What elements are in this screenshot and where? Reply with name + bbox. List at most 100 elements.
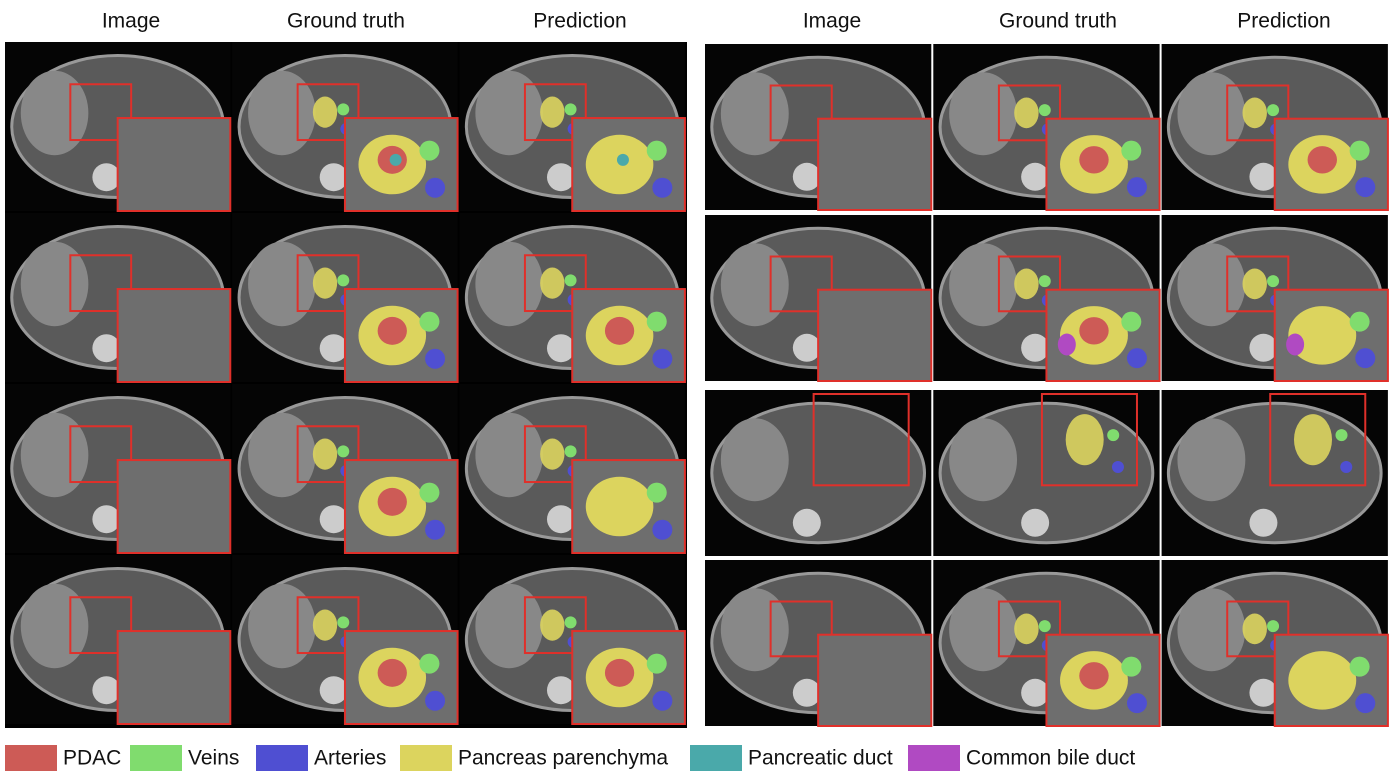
vein-seg	[646, 482, 667, 503]
artery-seg	[1355, 177, 1376, 198]
roi-box	[812, 393, 910, 487]
roi-box	[1269, 393, 1367, 487]
vein-seg	[1349, 656, 1370, 677]
vein-seg	[337, 103, 350, 116]
ct-liver	[720, 243, 789, 327]
vein-seg	[564, 616, 577, 629]
ct-spine	[792, 508, 821, 537]
ct-spine	[1021, 333, 1050, 362]
vein-seg	[1107, 429, 1120, 442]
artery-seg	[425, 690, 446, 711]
artery-seg	[652, 348, 673, 369]
zoom-inset	[817, 288, 933, 383]
vein-seg	[337, 274, 350, 287]
pancreas-seg	[312, 609, 338, 641]
pdac-seg	[1307, 146, 1337, 174]
ct-liver	[949, 72, 1018, 156]
ct-liver	[20, 70, 89, 156]
ct-spine	[546, 676, 575, 705]
pancreas-seg	[1242, 613, 1267, 645]
artery-seg	[652, 177, 673, 198]
vein-seg	[1038, 104, 1051, 117]
ct-liver	[720, 588, 789, 672]
vein-seg	[1038, 620, 1051, 633]
ct-spine	[792, 333, 821, 362]
vein-seg	[1121, 311, 1142, 332]
pancreas-seg	[540, 438, 565, 470]
ct-spine	[546, 334, 575, 363]
ct-liver	[1177, 588, 1246, 672]
ct-liver	[1177, 418, 1246, 502]
roi-box	[1226, 600, 1290, 658]
ct-spine	[1249, 678, 1278, 707]
ct-spine	[1021, 162, 1050, 191]
ct-spine	[546, 163, 575, 192]
pdac-seg	[377, 316, 407, 345]
pdac-seg	[604, 316, 635, 345]
ct-liver	[248, 583, 316, 669]
roi-box	[523, 425, 587, 484]
pancreas-seg	[312, 96, 338, 128]
roi-box	[69, 425, 133, 484]
pancreas-seg	[540, 267, 565, 299]
ct-spine	[1249, 508, 1278, 537]
vein-seg	[1335, 429, 1348, 442]
artery-seg	[1355, 348, 1376, 369]
legend-swatch	[400, 745, 452, 771]
pdac-seg	[1079, 317, 1109, 345]
artery-seg	[1355, 693, 1376, 714]
pancreas-seg	[1242, 268, 1267, 300]
pancreas-seg	[312, 267, 338, 299]
ct-liver	[475, 583, 543, 669]
vein-seg	[1267, 275, 1280, 288]
vein-seg	[337, 616, 350, 629]
ct-liver	[20, 583, 89, 669]
pdac-seg	[377, 658, 407, 687]
column-header: Image	[102, 10, 160, 33]
ct-liver	[1177, 243, 1246, 327]
column-header: Ground truth	[999, 10, 1117, 33]
ct-spine	[319, 676, 348, 705]
ct-liver	[720, 418, 789, 502]
artery-seg	[425, 519, 446, 540]
ct-liver	[475, 70, 543, 156]
ct-liver	[20, 241, 89, 327]
legend-swatch	[690, 745, 742, 771]
roi-box	[769, 84, 833, 142]
roi-box	[69, 254, 133, 313]
pdac-seg	[1079, 146, 1109, 174]
ct-liver	[949, 243, 1018, 327]
roi-box	[1226, 84, 1290, 142]
vein-seg	[1038, 275, 1051, 288]
ct-liver	[20, 412, 89, 498]
vein-seg	[1267, 104, 1280, 117]
roi-box	[769, 600, 833, 658]
ct-spine	[1021, 678, 1050, 707]
ct-liver	[248, 412, 316, 498]
bile-duct-seg	[1057, 333, 1076, 356]
legend-label: Veins	[188, 747, 239, 770]
ct-spine	[92, 334, 121, 363]
vein-seg	[419, 140, 440, 161]
roi-box	[523, 83, 587, 142]
artery-seg	[1126, 348, 1147, 369]
zoom-inset	[116, 459, 232, 554]
vein-seg	[419, 653, 440, 674]
ct-spine	[792, 162, 821, 191]
ct-spine	[1021, 508, 1050, 537]
ct-spine	[92, 163, 121, 192]
pancreas-seg	[1288, 651, 1357, 710]
ct-liver	[475, 241, 543, 327]
legend-label: Common bile duct	[966, 747, 1135, 770]
pdac-seg	[377, 487, 407, 516]
legend-swatch	[5, 745, 57, 771]
pancreas-seg	[540, 609, 565, 641]
ct-spine	[319, 163, 348, 192]
ct-spine	[92, 505, 121, 534]
roi-box	[69, 83, 133, 142]
roi-box	[769, 255, 833, 313]
legend-swatch	[130, 745, 182, 771]
vein-seg	[564, 274, 577, 287]
legend-swatch	[256, 745, 308, 771]
